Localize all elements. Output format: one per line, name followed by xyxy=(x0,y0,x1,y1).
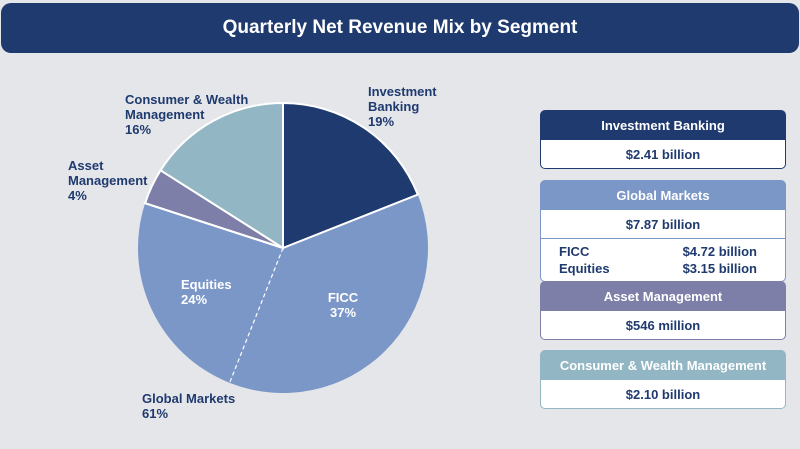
panel-asset-management-value: $546 million xyxy=(625,317,701,333)
pie-slice-ficc xyxy=(229,194,429,394)
panel-global-markets: Global Markets $7.87 billion FICC $4.72 … xyxy=(540,180,786,282)
row-value: $3.15 billion xyxy=(682,261,757,276)
panel-investment-banking-title: Investment Banking xyxy=(540,110,786,140)
panel-global-markets-title: Global Markets xyxy=(540,180,786,210)
ficc-equities-divider xyxy=(229,247,284,384)
pie-labels: Investment Banking 19% FICC 37% Equities 24% As… xyxy=(68,84,437,421)
slice-edge xyxy=(144,202,284,249)
panel-asset-management: Asset Management $546 million xyxy=(540,281,786,340)
chart-title: Quarterly Net Revenue Mix by Segment xyxy=(1,3,799,53)
label-global-markets: Global Markets 61% xyxy=(142,391,235,421)
pie-slice-investment-banking xyxy=(282,101,420,250)
row-label: FICC xyxy=(559,244,590,259)
pie-slice-consumer-wealth-management xyxy=(159,101,284,250)
panel-asset-management-title: Asset Management xyxy=(540,281,786,311)
pie-slices xyxy=(138,101,429,394)
panel-global-markets-row-equities: Equities $3.15 billion xyxy=(541,260,785,277)
panel-investment-banking: Investment Banking $2.41 billion xyxy=(540,110,786,169)
panel-consumer-wealth: Consumer & Wealth Management $2.10 billi… xyxy=(540,350,786,409)
label-investment-banking: Investment Banking 19% xyxy=(368,84,437,129)
pie-chart: Investment Banking 19% FICC 37% Equities 24% As… xyxy=(68,84,437,421)
pie-slice-equities xyxy=(138,203,283,383)
row-label: Equities xyxy=(559,261,610,276)
panel-global-markets-value: $7.87 billion xyxy=(625,216,701,232)
label-consumer-wealth: Consumer & Wealth Management 16% xyxy=(125,92,248,137)
label-ficc: FICC 37% xyxy=(328,290,359,320)
slice-edge xyxy=(282,193,419,249)
panel-global-markets-row-ficc: FICC $4.72 billion xyxy=(541,243,785,260)
panel-consumer-wealth-value: $2.10 billion xyxy=(625,386,701,402)
row-value: $4.72 billion xyxy=(682,244,757,259)
panel-investment-banking-value: $2.41 billion xyxy=(625,146,701,162)
label-asset-management: Asset Management 4% xyxy=(68,158,148,203)
panel-consumer-wealth-title: Consumer & Wealth Management xyxy=(540,350,786,380)
label-equities: Equities 24% xyxy=(181,277,232,307)
